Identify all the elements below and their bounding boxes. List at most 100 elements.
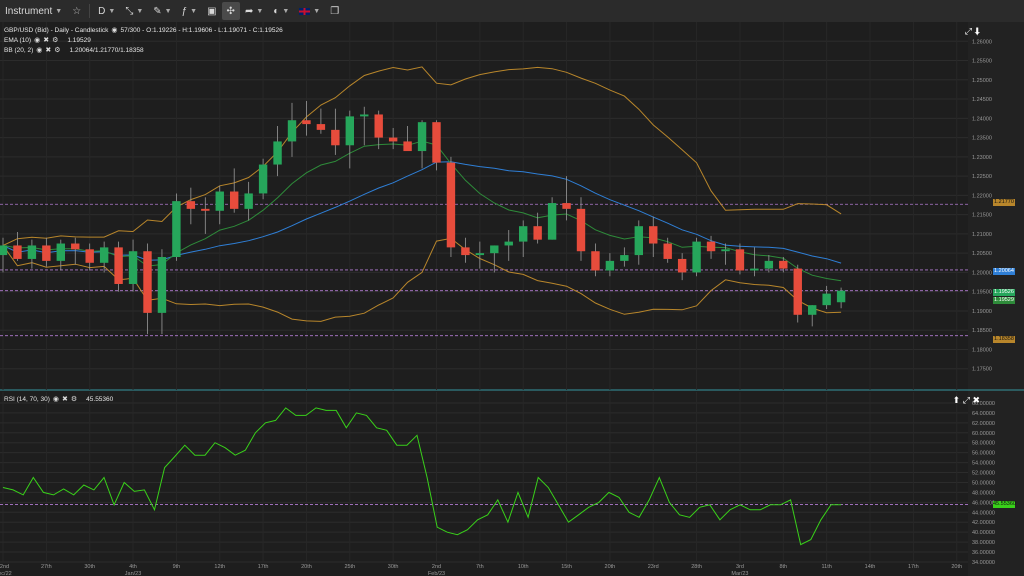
rsi-tick-label: 54.00000 [972, 461, 995, 467]
rsi-panel-controls: ⬆ ⤢ ✖ [953, 395, 980, 406]
close-icon[interactable]: ✖ [45, 47, 52, 54]
rsi-tick-label: 66.00000 [972, 401, 995, 407]
window-button[interactable]: ❐ [325, 2, 344, 20]
eye-icon[interactable]: ◉ [111, 27, 118, 34]
share-button[interactable]: ➦ ▼ [240, 2, 268, 20]
price-tick-label: 1.23000 [972, 155, 992, 161]
candle-body [56, 243, 65, 261]
bb-upper-line [2, 66, 842, 246]
chevron-down-icon: ▼ [136, 7, 144, 15]
candle-body [808, 305, 817, 315]
instrument-dropdown[interactable]: Instrument ▼ [0, 2, 67, 20]
x-tick-label: 7th [476, 564, 484, 570]
candle-body [0, 245, 8, 256]
candle-body [201, 208, 210, 211]
language-button[interactable]: ▼ [294, 2, 325, 20]
candle-body [706, 241, 716, 252]
price-chart[interactable]: 1.26000 1.25500 1.25000 1.24500 1.24000 1.235… [0, 22, 1024, 576]
x-tick-sublabel: Feb/23 [428, 571, 445, 576]
gear-icon[interactable]: ⚙ [54, 47, 61, 54]
candle-body [186, 201, 196, 209]
eye-icon[interactable]: ◉ [36, 47, 43, 54]
timeframe-label: D [98, 5, 106, 17]
legend-title: GBP/USD (Bid) - Daily - Candlestick [4, 26, 109, 34]
candle-body [417, 122, 427, 152]
candle-body [71, 243, 80, 250]
chevron-down-icon: ▼ [108, 7, 116, 15]
candle-body [13, 245, 22, 259]
arrow-down-icon[interactable]: ⬇ [974, 26, 980, 36]
legend-rsi-line: RSI (14, 70, 30) ◉ ✖ ⚙ 45.55360 [4, 395, 113, 404]
candle-body [663, 243, 672, 259]
eye-icon[interactable]: ◉ [34, 37, 41, 44]
x-tick-label: 10th [518, 564, 529, 570]
chevron-down-icon: ▼ [164, 7, 172, 15]
arrow-icon: ➦ [244, 5, 254, 17]
candle-body [302, 120, 311, 125]
candle-body [591, 251, 600, 271]
rsi-label: RSI (14, 70, 30) [4, 395, 50, 403]
ema-value: 1.19529 [67, 36, 91, 44]
x-tick-label: 4th [129, 564, 137, 570]
crosshair-icon: ✣ [226, 5, 235, 17]
candle-body [42, 245, 51, 261]
theme-button[interactable]: ◐ ▼ [268, 2, 294, 20]
candle-body [128, 251, 138, 284]
candle-body [287, 120, 297, 142]
candle-body [461, 247, 470, 256]
price-tick-label: 1.22000 [972, 193, 992, 199]
rsi-tick-label: 36.00000 [972, 550, 995, 556]
bb-middle-line [2, 161, 842, 264]
palette-icon: ◐ [273, 5, 280, 17]
candle-body [215, 191, 224, 211]
price-tick-label: 1.18500 [972, 328, 992, 334]
expand-icon[interactable]: ⤢ [964, 26, 972, 36]
candle-body [403, 141, 412, 152]
eye-icon[interactable]: ◉ [52, 396, 59, 403]
candle-body [533, 226, 542, 240]
candle-body [605, 260, 615, 271]
x-tick-label: 15th [561, 564, 572, 570]
rsi-tick-label: 34.00000 [972, 560, 995, 566]
candle-body [504, 241, 513, 246]
gear-icon[interactable]: ⚙ [70, 396, 78, 403]
legend-bb-line: BB (20, 2) ◉ ✖ ⚙ 1.20064/1.21770/1.18358 [4, 46, 144, 55]
draw-tools-button[interactable]: ✎ ▼ [148, 2, 176, 20]
gear-icon[interactable]: ⚙ [52, 37, 59, 44]
rsi-tag: 45.55360 [993, 501, 1016, 508]
candle-body [750, 268, 759, 271]
candle-body [836, 290, 846, 303]
candle-body [345, 116, 354, 146]
rsi-series-line [2, 407, 842, 546]
close-icon[interactable]: ✖ [972, 395, 980, 405]
candle-body [519, 226, 528, 242]
line-chart-icon: ⤡ [125, 5, 134, 17]
close-icon[interactable]: ✖ [62, 396, 68, 403]
candle-body [114, 247, 123, 284]
rsi-tick-label: 58.00000 [972, 441, 995, 447]
candle-body [230, 191, 239, 209]
panel-controls: ⤢ ⬇ [965, 26, 980, 37]
expand-icon[interactable]: ⤢ [962, 395, 970, 405]
candle-body [547, 203, 557, 240]
ema-tag: 1.19529 [993, 297, 1015, 304]
candle-body [331, 129, 340, 146]
close-icon[interactable]: ✖ [43, 37, 50, 44]
chart-type-button[interactable]: ⤡ ▼ [120, 2, 148, 20]
layout-button[interactable]: ▣ [202, 2, 221, 20]
arrow-up-icon[interactable]: ⬆ [952, 395, 961, 405]
candle-body [172, 201, 181, 258]
x-tick-label: 20th [605, 564, 616, 570]
price-tick-label: 1.17500 [972, 367, 992, 373]
rsi-tick-label: 44.00000 [972, 510, 995, 516]
bb-lower-tag: 1.18358 [993, 336, 1015, 343]
x-tick-sublabel: Dec/22 [0, 571, 12, 576]
layout-icon: ▣ [207, 5, 217, 17]
axes: 1.26000 1.25500 1.25000 1.24500 1.24000 1.235… [0, 39, 995, 576]
candle-body [316, 124, 326, 130]
favorite-star-button[interactable]: ☆ [72, 5, 82, 17]
candle-body [576, 208, 586, 252]
fullscreen-button[interactable]: ✣ [221, 2, 240, 20]
indicators-button[interactable]: ƒ ▼ [177, 2, 203, 20]
timeframe-dropdown[interactable]: D ▼ [93, 2, 120, 20]
